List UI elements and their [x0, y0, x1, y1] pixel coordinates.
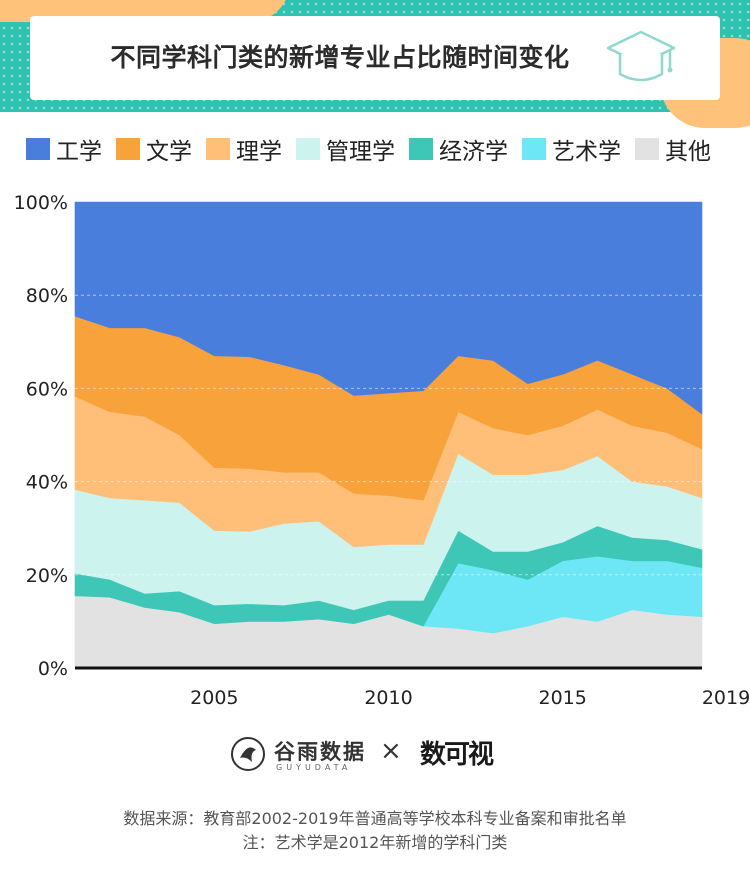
legend-swatch — [635, 138, 659, 160]
area-series — [74, 201, 703, 415]
brand-name: 谷雨数据 — [274, 740, 366, 764]
legend-swatch — [206, 138, 230, 160]
brand-separator: × — [380, 736, 402, 766]
x-tick-label: 2015 — [538, 687, 586, 709]
legend-label: 经济学 — [439, 139, 508, 165]
y-tick-label: 40% — [26, 472, 68, 494]
stacked-area-chart: 0% 20% 40% 60% 80% 100% 2005 2010 2015 2019 — [14, 192, 750, 709]
partner-logo: 数可视 — [420, 740, 494, 770]
legend-swatch — [296, 138, 320, 160]
y-tick-label: 80% — [26, 285, 68, 307]
legend-item: 管理学 — [296, 132, 395, 166]
y-tick-label: 60% — [26, 378, 68, 400]
x-tick-label: 2010 — [364, 687, 412, 709]
legend-item: 理学 — [206, 132, 282, 166]
chart-title: 不同学科门类的新增专业占比随时间变化 — [110, 43, 570, 72]
data-source-text: 数据来源：教育部2002-2019年普通高等学校本科专业备案和审批名单 — [123, 809, 627, 828]
legend-item: 其他 — [635, 132, 711, 166]
legend-swatch — [409, 138, 433, 160]
y-tick-label: 100% — [14, 192, 68, 214]
footnote-text: 注：艺术学是2012年新增的学科门类 — [242, 833, 508, 852]
legend-swatch — [116, 138, 140, 160]
legend-label: 其他 — [665, 139, 711, 165]
x-tick-label: 2019 — [702, 687, 750, 709]
y-tick-label: 20% — [26, 565, 68, 587]
chart-legend: 工学 文学 理学 管理学 经济学 艺术学 其他 — [26, 132, 725, 166]
title-card: 不同学科门类的新增专业占比随时间变化 — [30, 16, 720, 100]
legend-item: 艺术学 — [522, 132, 621, 166]
legend-label: 管理学 — [326, 139, 395, 165]
legend-label: 艺术学 — [552, 139, 621, 165]
legend-label: 文学 — [146, 139, 192, 165]
y-tick-label: 0% — [38, 658, 68, 680]
brand-row: 谷雨数据 GUYUDATA × 数可视 — [230, 732, 530, 780]
legend-label: 理学 — [236, 139, 282, 165]
legend-swatch — [26, 138, 50, 160]
legend-item: 文学 — [116, 132, 192, 166]
guyu-logo-icon — [231, 737, 265, 771]
brand-subtitle: GUYUDATA — [276, 763, 352, 772]
x-tick-label: 2005 — [190, 687, 238, 709]
legend-item: 工学 — [26, 132, 102, 166]
legend-label: 工学 — [56, 139, 102, 165]
graduation-cap-icon — [606, 30, 676, 82]
legend-item: 经济学 — [409, 132, 508, 166]
legend-swatch — [522, 138, 546, 160]
